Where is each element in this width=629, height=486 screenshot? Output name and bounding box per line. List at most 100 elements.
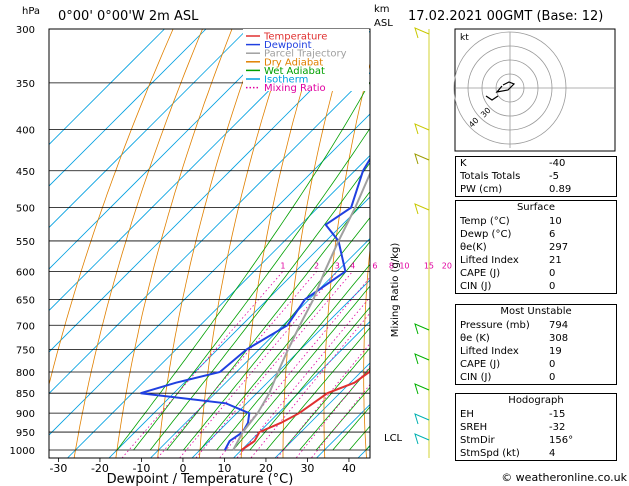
indices-panel: K -40 Totals Totals -5 PW (cm) 0.89 <box>455 156 617 197</box>
x-tick-label: -10 <box>132 462 150 475</box>
wet-adiabat-line <box>315 386 370 451</box>
mixing-ratio-label: 3 <box>335 261 340 270</box>
x-tick-label: 30 <box>300 462 314 475</box>
hodograph-kt-label: kt <box>460 33 469 43</box>
mixing-ratio-line <box>250 312 370 458</box>
series-temperature <box>240 367 370 451</box>
credit-footer: © weatheronline.co.uk <box>501 471 627 484</box>
series-dewpoint <box>140 157 370 451</box>
x-tick-label: -30 <box>49 462 67 475</box>
wind-barb <box>414 153 430 165</box>
surface-row-label: θe(K) <box>460 242 487 253</box>
mixing-ratio-line <box>121 271 284 458</box>
most-unstable-row-label: Pressure (mb) <box>460 320 530 331</box>
dry-adiabat-line <box>199 29 292 458</box>
pressure-tick-label: 550 <box>16 237 35 248</box>
mixing-ratio-label: 1 <box>280 261 285 270</box>
mixing-ratio-label: 8 <box>389 261 394 270</box>
isotherm-line <box>49 29 248 229</box>
most-unstable-row-label: CAPE (J) <box>460 359 501 370</box>
isotherm-line <box>49 30 370 353</box>
pw-value: 0.89 <box>549 184 572 195</box>
legend-label: Parcel Trajectory <box>264 49 347 60</box>
dry-adiabat-line <box>157 29 262 458</box>
hodograph-table-row-value: 156° <box>549 435 574 446</box>
isotherm-line <box>149 237 370 458</box>
legend-box <box>243 29 369 91</box>
hodograph-table-row-label: StmSpd (kt) <box>460 448 520 459</box>
hodograph-table-row: SREH -32 <box>456 421 616 434</box>
isotherm-line <box>49 29 165 146</box>
pressure-tick-label: 950 <box>16 428 35 439</box>
wet-adiabat-line <box>299 367 370 451</box>
pressure-tick-label: 450 <box>16 167 35 178</box>
isotherm-line <box>49 29 331 312</box>
km-label: km <box>374 4 390 15</box>
surface-row-value: 297 <box>549 242 569 253</box>
surface-row-label: Dewp (°C) <box>460 229 512 240</box>
wet-adiabat-line <box>282 347 370 451</box>
surface-row-value: 0 <box>549 281 556 292</box>
legend-label: Temperature <box>263 32 327 43</box>
most-unstable-row: θe (K) 308 <box>456 332 616 345</box>
most-unstable-row: Pressure (mb) 794 <box>456 319 616 332</box>
pressure-tick-label: 300 <box>16 25 35 36</box>
isotherm-line <box>66 154 370 458</box>
x-tick-label: 40 <box>342 462 356 475</box>
surface-row-label: Lifted Index <box>460 255 519 266</box>
wind-barb <box>414 323 430 335</box>
surface-row: Lifted Index 21 <box>456 254 616 267</box>
pressure-tick-label: 400 <box>16 126 35 137</box>
mixing-ratio-label: 2 <box>314 261 319 270</box>
pressure-tick-label: 700 <box>16 321 35 332</box>
hodograph-table-row: StmSpd (kt) 4 <box>456 447 616 460</box>
wet-adiabat-line <box>166 191 370 451</box>
surface-row-label: CIN (J) <box>460 281 492 292</box>
most-unstable-row-value: 0 <box>549 359 556 370</box>
wet-adiabat-line <box>249 306 370 451</box>
most-unstable-row: Lifted Index 19 <box>456 345 616 358</box>
x-tick-label: 20 <box>259 462 273 475</box>
most-unstable-row-label: CIN (J) <box>460 372 492 383</box>
pressure-tick-label: 500 <box>16 204 35 215</box>
isotherm-line <box>108 196 370 458</box>
pressure-tick-label: 900 <box>16 409 35 420</box>
surface-row: CIN (J) 0 <box>456 280 616 293</box>
pressure-tick-label: 350 <box>16 79 35 90</box>
surface-row: θe(K) 297 <box>456 241 616 254</box>
surface-row: Dewp (°C) 6 <box>456 228 616 241</box>
x-tick-label: -20 <box>91 462 109 475</box>
x-axis-title: Dewpoint / Temperature (°C) <box>107 472 294 486</box>
pressure-tick-label: 850 <box>16 389 35 400</box>
hodograph-table-title: Hodograph <box>508 395 564 406</box>
dry-adiabat-line <box>49 29 174 387</box>
hodograph-table-row-label: SREH <box>460 422 488 433</box>
dry-adiabat-line <box>73 29 203 458</box>
isotherm-line <box>49 29 290 270</box>
isotherm-line <box>49 113 370 436</box>
dry-adiabat-line <box>323 61 370 458</box>
totals-totals-label: Totals Totals <box>460 171 521 182</box>
hodograph-trace <box>495 81 516 93</box>
most-unstable-row-value: 794 <box>549 320 569 331</box>
surface-row-value: 21 <box>549 255 562 266</box>
hodograph-table-row-value: -15 <box>549 409 566 420</box>
surface-row-label: CAPE (J) <box>460 268 501 279</box>
most-unstable-row-value: 308 <box>549 333 569 344</box>
legend-label: Dry Adiabat <box>264 57 323 68</box>
hodograph-table-row-value: -32 <box>549 422 566 433</box>
mixing-ratio-line <box>276 342 370 458</box>
asl-label: ASL <box>374 18 393 29</box>
wind-barb-column <box>414 27 430 458</box>
surface-row-label: Temp (°C) <box>460 216 510 227</box>
pw-label: PW (cm) <box>460 184 503 195</box>
hodograph-table-row: EH -15 <box>456 408 616 421</box>
pressure-tick-label: 1000 <box>10 446 35 457</box>
legend-label: Isotherm <box>264 75 308 86</box>
lcl-label: LCL <box>384 433 403 444</box>
totals-totals-value: -5 <box>549 171 559 182</box>
hodograph-table-row-label: StmDir <box>460 435 495 446</box>
mixing-ratio-label: 10 <box>399 261 409 270</box>
hodograph-table-row-value: 4 <box>549 448 556 459</box>
mixing-ratio-line <box>295 365 370 458</box>
